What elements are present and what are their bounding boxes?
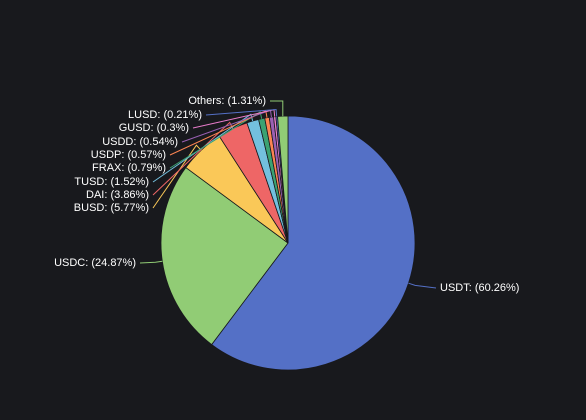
slice-label-usdp: USDP: (0.57%) [91, 149, 166, 161]
pie-slice-usdt[interactable] [211, 115, 416, 371]
pie-slice-others[interactable] [277, 115, 289, 244]
leader-line-lusd [205, 108, 278, 117]
slice-label-dai: DAI: (3.86%) [86, 189, 149, 201]
leader-line-busd [152, 144, 202, 209]
slice-label-frax: FRAX: (0.79%) [92, 162, 166, 174]
leader-line-tusd [152, 113, 254, 183]
slice-labels: USDT: (60.26%) USDC: (24.87%) BUSD: (5.77%… [54, 95, 519, 294]
leader-line-usdc [139, 260, 163, 264]
slice-label-busd: BUSD: (5.77%) [74, 202, 149, 214]
leader-line-frax [169, 111, 263, 169]
pie-slice-usdc[interactable] [160, 166, 289, 346]
slice-label-others: Others: (1.31%) [188, 95, 266, 107]
slice-label-usdc: USDC: (24.87%) [54, 257, 136, 269]
slice-label-lusd: LUSD: (0.21%) [128, 109, 202, 121]
slice-label-usdt: USDT: (60.26%) [440, 282, 519, 294]
leader-line-others [270, 100, 284, 117]
slice-label-tusd: TUSD: (1.52%) [74, 176, 149, 188]
pie-slices [160, 115, 416, 371]
slice-label-gusd: GUSD: (0.3%) [119, 122, 189, 134]
leader-line-usdt [408, 282, 437, 289]
leader-lines [139, 100, 437, 289]
slice-label-usdd: USDD: (0.54%) [102, 136, 178, 148]
